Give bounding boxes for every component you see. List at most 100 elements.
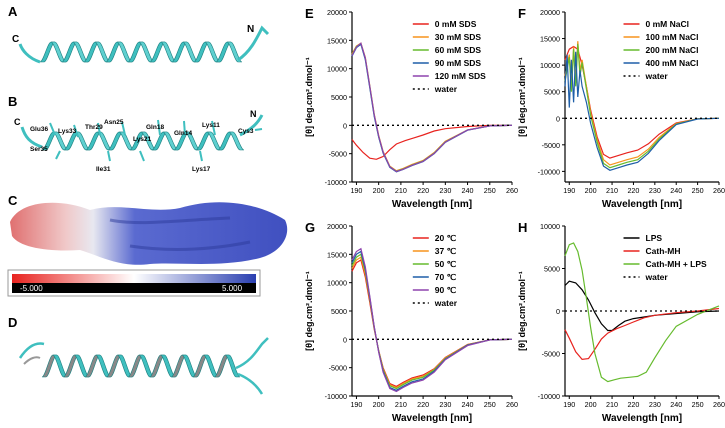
panel-letter-a: A	[8, 4, 18, 19]
y-tick-label: -5000	[542, 141, 560, 150]
legend-label: 0 mM SDS	[435, 19, 477, 29]
x-tick-label: 190	[350, 400, 362, 409]
series-line	[351, 253, 513, 390]
panel-letter-c: C	[8, 193, 18, 208]
legend-label: 100 mM NaCl	[646, 32, 699, 42]
legend-label: Cath-MH + LPS	[646, 259, 707, 269]
series-line	[351, 42, 513, 173]
x-tick-label: 260	[506, 400, 518, 409]
panel-letter-h: H	[518, 220, 527, 235]
scale-max-label: 5.000	[222, 284, 243, 293]
series-line	[351, 247, 513, 393]
cd-chart-lps: H -10000 -5000 0 5000 10000 190 200 210 220 230 240…	[517, 220, 725, 424]
series-line	[351, 256, 513, 389]
y-tick-label: 5000	[331, 93, 347, 102]
legend-label: 0 mM NaCl	[646, 19, 689, 29]
c-terminus-label-a: C	[12, 34, 19, 45]
legend-label: LPS	[646, 233, 663, 243]
x-axis-label: Wavelength [nm]	[392, 199, 472, 210]
legend-label: 70 ℃	[435, 272, 457, 282]
residue-label: Lys21	[133, 136, 152, 143]
y-tick-label: -10000	[538, 392, 560, 401]
legend-label: water	[434, 84, 458, 94]
x-tick-label: 250	[692, 186, 704, 195]
x-tick-label: 200	[373, 400, 385, 409]
x-tick-label: 220	[417, 186, 429, 195]
x-tick-label: 240	[462, 186, 474, 195]
y-axis-label: [θ] deg.cm².dmol⁻¹	[304, 271, 314, 351]
y-tick-label: 0	[556, 307, 560, 316]
panel-letter-d: D	[8, 315, 18, 330]
x-tick-label: 260	[506, 186, 518, 195]
series-line	[351, 43, 513, 173]
y-tick-label: 15000	[540, 35, 560, 44]
residue-label: Ser35	[30, 146, 48, 153]
helix-cartoon-b: C N Glu36 Lys33 Thr29 Asn25 Gln18 Gln14 …	[14, 109, 264, 173]
y-tick-label: 10000	[327, 279, 347, 288]
n-terminus-label-a: N	[247, 24, 254, 35]
x-tick-label: 240	[670, 400, 682, 409]
series-line	[564, 43, 720, 169]
x-tick-label: 260	[713, 400, 725, 409]
series-line	[351, 124, 512, 160]
legend-label: 30 mM SDS	[435, 32, 482, 42]
x-tick-label: 230	[439, 186, 451, 195]
legend-label: 400 mM NaCl	[646, 58, 699, 68]
series-line	[351, 42, 513, 172]
x-tick-label: 240	[462, 400, 474, 409]
x-axis-label: Wavelength [nm]	[602, 199, 682, 210]
residue-label: Gln18	[146, 124, 164, 131]
y-tick-label: 0	[343, 335, 347, 344]
x-tick-label: 210	[395, 186, 407, 195]
scale-min-label: -5.000	[20, 284, 43, 293]
cd-chart-temperature: G -10000 -5000 0 5000 10000 15000 20000 190 200 21…	[304, 220, 518, 424]
legend-label: water	[434, 298, 458, 308]
x-axis-label: Wavelength [nm]	[602, 413, 682, 424]
legend-label: 37 ℃	[435, 246, 457, 256]
y-tick-label: 15000	[327, 250, 347, 259]
x-tick-label: 200	[585, 186, 597, 195]
residue-label: Gln14	[174, 130, 192, 137]
series-line	[351, 259, 513, 388]
x-tick-label: 230	[439, 400, 451, 409]
x-tick-label: 190	[350, 186, 362, 195]
y-tick-label: 10000	[540, 61, 560, 70]
legend-label: Cath-MH	[646, 246, 681, 256]
cd-chart-sds: E -10000 -5000 0 5000 10000 15000 20000 190 200 21…	[304, 6, 518, 210]
y-tick-label: -10000	[538, 167, 560, 176]
series-line	[564, 307, 720, 361]
y-axis-label: [θ] deg.cm².dmol⁻¹	[517, 271, 527, 351]
panel-letter-f: F	[518, 6, 526, 21]
series-line	[351, 42, 513, 172]
y-tick-label: -5000	[542, 350, 560, 359]
c-terminus-label-b: C	[14, 117, 21, 127]
legend-label: 50 ℃	[435, 259, 457, 269]
panel-letter-e: E	[305, 6, 314, 21]
y-axis-label: [θ] deg.cm².dmol⁻¹	[304, 57, 314, 137]
n-terminus-label-b: N	[250, 109, 257, 119]
legend-label: 20 ℃	[435, 233, 457, 243]
legend-label: 90 mM SDS	[435, 58, 482, 68]
legend-label: 120 mM SDS	[435, 71, 486, 81]
y-tick-label: -5000	[329, 150, 347, 159]
legend-label: 90 ℃	[435, 285, 457, 295]
x-tick-label: 230	[649, 186, 661, 195]
x-tick-label: 230	[649, 400, 661, 409]
y-tick-label: 20000	[327, 8, 347, 17]
residue-label: Lys11	[202, 122, 220, 129]
legend-label: water	[645, 272, 669, 282]
x-tick-label: 190	[563, 400, 575, 409]
residue-label: Lys17	[192, 166, 211, 173]
y-tick-label: 20000	[327, 222, 347, 231]
panel-letter-g: G	[305, 220, 315, 235]
residue-label: Cys3	[238, 128, 254, 135]
y-tick-label: 20000	[540, 8, 560, 17]
legend-label: 60 mM SDS	[435, 45, 482, 55]
y-axis-label: [θ] deg.cm².dmol⁻¹	[517, 57, 527, 137]
x-tick-label: 200	[585, 400, 597, 409]
x-tick-label: 250	[484, 400, 496, 409]
x-tick-label: 190	[563, 186, 575, 195]
series-line	[564, 280, 720, 332]
helix-cartoon-a: C N	[12, 24, 270, 64]
electrostatic-surface: -5.000 5.000	[7, 202, 288, 297]
